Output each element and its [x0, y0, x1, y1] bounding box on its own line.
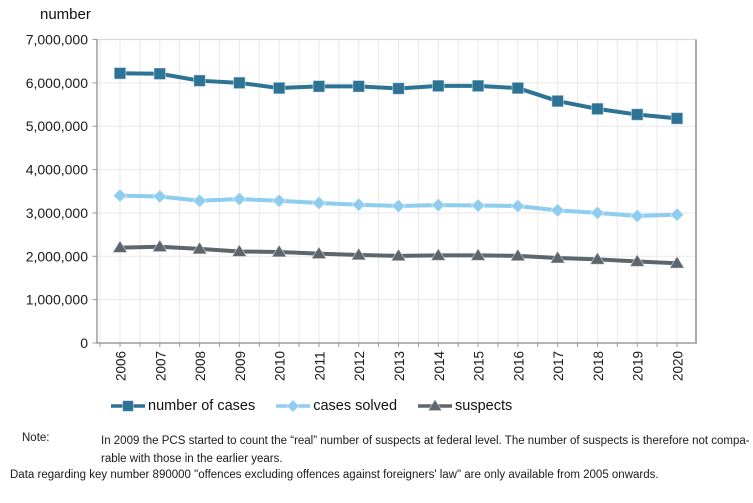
square-marker-icon — [511, 81, 525, 95]
series-cases-solved — [112, 188, 685, 224]
square-marker-icon — [630, 108, 644, 121]
square-marker-icon — [352, 80, 366, 93]
triangle-marker-icon — [111, 239, 129, 254]
svg-text:2008: 2008 — [193, 351, 208, 381]
diamond-marker-icon — [430, 197, 446, 213]
triangle-marker-icon — [417, 398, 453, 414]
diamond-marker-icon — [669, 207, 685, 223]
svg-text:2010: 2010 — [273, 351, 288, 381]
svg-text:7,000,000: 7,000,000 — [26, 32, 88, 48]
square-marker-icon — [591, 102, 604, 116]
legend-item-number-of-cases: number of cases — [110, 398, 255, 414]
diamond-marker-icon — [286, 399, 301, 413]
triangle-marker-icon — [589, 251, 606, 265]
square-marker-icon — [471, 79, 485, 93]
diamond-marker-icon — [470, 198, 486, 213]
svg-text:2011: 2011 — [312, 351, 327, 380]
svg-text:2019: 2019 — [631, 351, 646, 381]
note-text: In 2009 the PCS started to count the “re… — [101, 432, 750, 468]
series-suspects — [111, 238, 686, 269]
triangle-marker-icon — [469, 247, 487, 261]
triangle-marker-icon — [668, 255, 686, 269]
diamond-marker-icon — [391, 198, 406, 214]
svg-text:1,000,000: 1,000,000 — [26, 292, 88, 308]
svg-text:2012: 2012 — [352, 351, 367, 381]
triangle-marker-icon — [509, 247, 526, 262]
diamond-marker-icon — [192, 193, 207, 209]
svg-text:2015: 2015 — [472, 351, 487, 381]
legend-label: suspects — [455, 398, 513, 414]
legend-label: number of cases — [148, 398, 256, 414]
svg-text:2,000,000: 2,000,000 — [26, 248, 88, 264]
svg-text:0: 0 — [80, 335, 88, 351]
svg-text:2020: 2020 — [671, 351, 686, 381]
triangle-marker-icon — [271, 244, 288, 258]
legend-label: cases solved — [313, 398, 398, 414]
square-marker-icon — [122, 400, 134, 412]
square-marker-icon — [272, 81, 286, 95]
svg-text:2016: 2016 — [511, 351, 526, 381]
y-axis-unit-label: number — [40, 6, 91, 23]
square-marker-icon — [312, 80, 326, 93]
triangle-marker-icon — [151, 238, 168, 253]
svg-text:3,000,000: 3,000,000 — [26, 205, 88, 221]
diamond-marker-icon — [510, 198, 526, 214]
square-marker-icon — [233, 76, 246, 90]
square-marker-icon — [551, 94, 564, 108]
svg-text:2014: 2014 — [432, 350, 447, 381]
note-text-line1: In 2009 the PCS started to count the “re… — [101, 435, 750, 447]
svg-text:2009: 2009 — [233, 351, 248, 381]
svg-text:2006: 2006 — [114, 351, 129, 381]
svg-text:6,000,000: 6,000,000 — [26, 75, 88, 91]
square-marker-icon — [392, 82, 405, 95]
diamond-marker-icon — [550, 202, 566, 218]
series-number-of-cases — [113, 67, 684, 125]
diamond-marker-icon — [351, 197, 367, 213]
triangle-marker-icon — [390, 247, 407, 262]
svg-text:2018: 2018 — [591, 351, 606, 381]
square-marker-icon — [193, 74, 206, 87]
diamond-marker-icon — [275, 398, 311, 414]
legend-item-suspects: suspects — [417, 398, 512, 414]
triangle-marker-icon — [549, 250, 566, 264]
diamond-marker-icon — [311, 195, 327, 211]
square-marker-icon — [670, 112, 684, 125]
footnote-data-availability: Data regarding key number 890000 "offenc… — [10, 469, 659, 481]
svg-text:4,000,000: 4,000,000 — [26, 162, 88, 178]
chart-legend: number of cases cases solved suspects — [110, 398, 512, 414]
square-marker-icon — [431, 79, 445, 93]
diamond-marker-icon — [152, 189, 168, 204]
square-marker-icon — [110, 398, 146, 414]
triangle-marker-icon — [310, 245, 328, 260]
diamond-marker-icon — [590, 205, 605, 221]
diamond-marker-icon — [112, 188, 128, 203]
triangle-marker-icon — [629, 253, 646, 267]
svg-text:5,000,000: 5,000,000 — [26, 118, 88, 134]
triangle-marker-icon — [191, 240, 208, 255]
legend-item-cases-solved: cases solved — [275, 398, 397, 414]
note-text-line2: rable with those in the earlier years. — [101, 453, 283, 465]
note-label: Note: — [22, 432, 50, 444]
triangle-marker-icon — [350, 247, 367, 261]
triangle-marker-icon — [427, 398, 443, 412]
line-chart-plot: 0 1,000,000 2,000,000 3,000,000 4,000,000 5,0… — [26, 32, 697, 381]
svg-text:2017: 2017 — [551, 351, 566, 381]
diamond-marker-icon — [271, 193, 287, 209]
triangle-marker-icon — [430, 247, 447, 261]
square-marker-icon — [113, 67, 127, 80]
svg-text:2013: 2013 — [392, 351, 407, 381]
triangle-marker-icon — [231, 243, 248, 257]
diamond-marker-icon — [231, 191, 247, 207]
square-marker-icon — [153, 67, 167, 81]
svg-text:2007: 2007 — [153, 351, 168, 381]
diamond-marker-icon — [629, 208, 645, 224]
